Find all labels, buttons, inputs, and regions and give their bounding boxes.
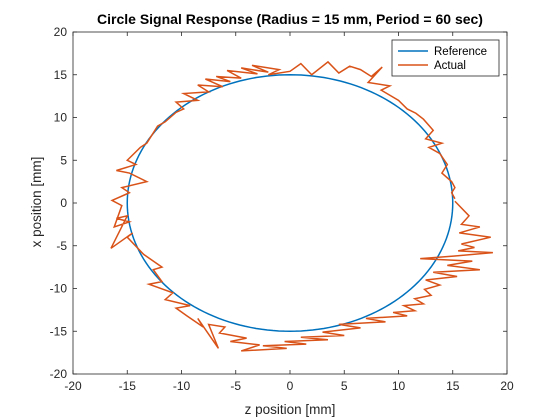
legend-label: Actual (434, 60, 466, 72)
x-tick-label: 5 (341, 379, 348, 393)
y-tick-label: 15 (54, 68, 68, 82)
y-axis-label: x position [mm] (29, 157, 44, 248)
x-tick-label: -20 (64, 379, 82, 393)
legend-label: Reference (434, 46, 487, 58)
y-tick-label: 20 (54, 25, 68, 39)
y-tick-label: 5 (60, 153, 67, 167)
x-tick-label: -5 (230, 379, 241, 393)
legend: Reference Actual (392, 40, 499, 76)
x-tick-label: 15 (446, 379, 460, 393)
plot-area (73, 32, 507, 374)
y-tick-label: 0 (60, 196, 67, 210)
y-tick-label: 10 (54, 111, 68, 125)
y-tick-label: -20 (50, 367, 68, 381)
chart-title: Circle Signal Response (Radius = 15 mm, … (97, 11, 483, 27)
x-axis-label: z position [mm] (245, 402, 336, 417)
y-tick-label: -5 (56, 239, 67, 253)
x-tick-label: -15 (119, 379, 137, 393)
x-tick-label: 0 (287, 379, 294, 393)
x-tick-label: 20 (500, 379, 514, 393)
x-tick-label: -10 (173, 379, 191, 393)
x-tick-label: 10 (392, 379, 406, 393)
y-tick-label: -15 (50, 324, 68, 338)
y-tick-label: -10 (50, 282, 68, 296)
